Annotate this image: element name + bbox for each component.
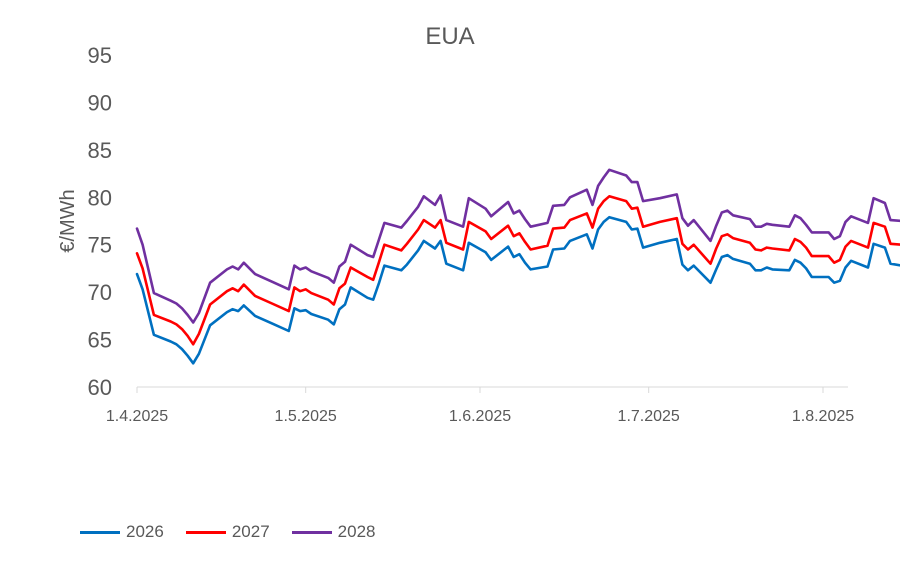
legend-label-2028: 2028 xyxy=(337,522,376,541)
y-tick-label-80: 80 xyxy=(88,185,112,210)
x-tick-label-0: 1.4.2025 xyxy=(106,408,168,425)
legend-item-2026: 2026 xyxy=(80,522,164,542)
y-tick-label-75: 75 xyxy=(88,233,112,258)
legend: 2026 2027 2028 xyxy=(80,522,397,542)
y-tick-label-95: 95 xyxy=(88,43,112,68)
y-tick-label-90: 90 xyxy=(88,90,112,115)
series-line-2027 xyxy=(135,195,900,346)
series-line-2026 xyxy=(135,215,900,365)
chart-title: EUA xyxy=(425,23,474,50)
x-tick-label-4: 1.8.2025 xyxy=(792,408,854,425)
legend-item-2027: 2027 xyxy=(185,522,270,542)
x-tick-label-3: 1.7.2025 xyxy=(618,408,680,425)
plot-area xyxy=(135,168,900,393)
y-axis-label: €/MWh xyxy=(57,189,79,252)
legend-item-2028: 2028 xyxy=(291,522,376,542)
x-tick-label-1: 1.5.2025 xyxy=(275,408,337,425)
legend-swatch-2026 xyxy=(80,530,120,534)
legend-label-2026: 2026 xyxy=(126,522,164,541)
legend-label-2027: 2027 xyxy=(231,522,270,541)
y-tick-label-60: 60 xyxy=(88,375,112,400)
legend-swatch-2027 xyxy=(185,530,226,534)
x-tick-label-2: 1.6.2025 xyxy=(449,408,511,425)
legend-swatch-2028 xyxy=(291,530,332,534)
y-tick-label-85: 85 xyxy=(88,138,112,163)
y-tick-label-70: 70 xyxy=(88,280,112,305)
y-tick-label-65: 65 xyxy=(88,328,112,353)
series-line-2028 xyxy=(135,168,900,324)
